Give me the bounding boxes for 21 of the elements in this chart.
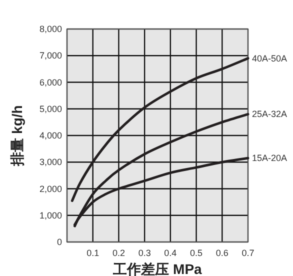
y-tick-label: 3,000 (39, 157, 62, 168)
y-tick-label: 7,000 (39, 50, 62, 61)
y-axis-title: 排量 kg/h (9, 105, 25, 167)
x-tick-label: 0.1 (86, 248, 100, 258)
y-tick-label: 5,000 (39, 104, 62, 114)
x-tick-label: 0.3 (138, 248, 151, 258)
series-label: 40A-50A (252, 53, 288, 64)
x-tick-label: 0.4 (164, 248, 177, 258)
y-tick-label: 6,000 (39, 77, 62, 88)
y-tick-label: 1,000 (39, 210, 62, 220)
y-tick-label: 0 (56, 237, 62, 247)
x-tick-label: 0.6 (216, 248, 228, 258)
y-tick-label: 4,000 (39, 130, 62, 140)
x-axis-title: 工作差压 MPa (112, 261, 202, 276)
series-label: 25A-32A (252, 109, 288, 120)
x-tick-label: 0.7 (242, 248, 254, 258)
x-tick-label: 0.2 (112, 248, 125, 258)
y-tick-label: 8,000 (39, 24, 62, 34)
x-tick-label: 0.5 (190, 248, 203, 258)
y-tick-label: 2,000 (39, 184, 62, 194)
series-label: 15A-20A (252, 153, 288, 164)
